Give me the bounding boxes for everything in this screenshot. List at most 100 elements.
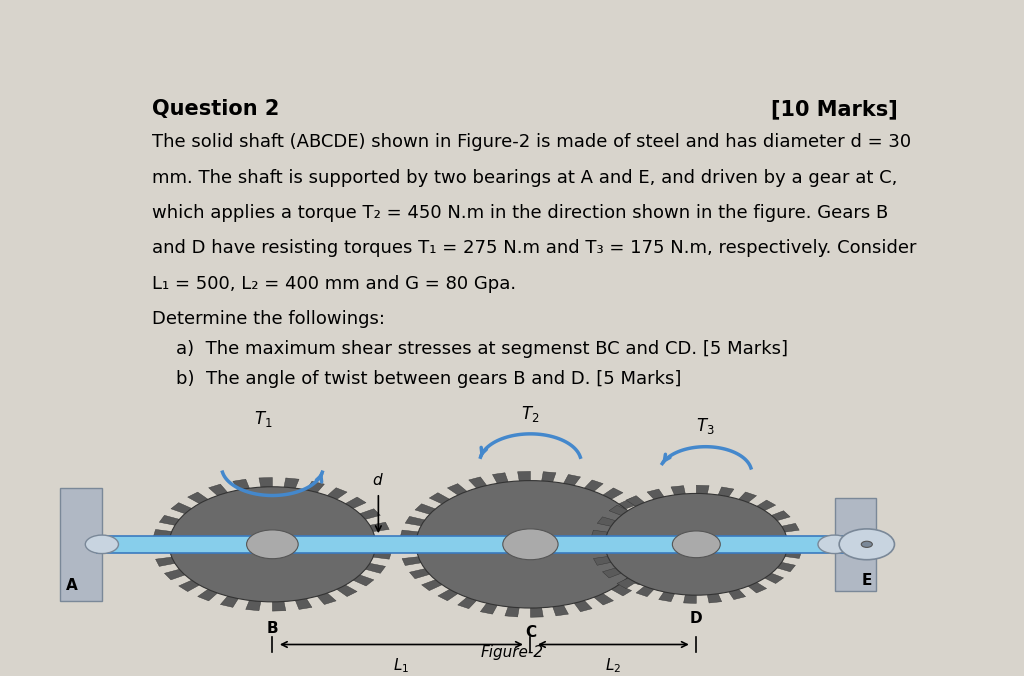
Polygon shape <box>517 471 530 481</box>
Text: Figure-2: Figure-2 <box>480 645 544 660</box>
Polygon shape <box>328 488 347 500</box>
Polygon shape <box>375 537 392 544</box>
Polygon shape <box>458 598 476 608</box>
Polygon shape <box>542 472 556 482</box>
Polygon shape <box>438 589 458 601</box>
Polygon shape <box>708 594 722 603</box>
Text: a)  The maximum shear stresses at segmenst BC and CD. [5 Marks]: a) The maximum shear stresses at segmens… <box>176 340 787 358</box>
Polygon shape <box>553 605 568 616</box>
Polygon shape <box>353 575 374 586</box>
Text: $T_3$: $T_3$ <box>696 416 715 437</box>
Text: C: C <box>525 625 536 640</box>
Polygon shape <box>179 580 200 592</box>
Polygon shape <box>345 497 366 508</box>
Polygon shape <box>636 586 654 597</box>
Bar <box>97 536 862 552</box>
Polygon shape <box>684 595 696 604</box>
Polygon shape <box>658 592 675 602</box>
Polygon shape <box>609 505 628 515</box>
Text: $L_2$: $L_2$ <box>605 656 622 675</box>
Polygon shape <box>597 517 615 527</box>
Polygon shape <box>611 585 632 596</box>
Polygon shape <box>366 563 385 573</box>
Polygon shape <box>306 481 325 493</box>
Polygon shape <box>602 568 622 578</box>
Bar <box>60 488 102 601</box>
Text: E: E <box>861 573 872 587</box>
Polygon shape <box>198 589 217 601</box>
Circle shape <box>840 529 895 560</box>
Polygon shape <box>370 523 389 531</box>
Bar <box>835 498 877 591</box>
Polygon shape <box>530 608 544 617</box>
Polygon shape <box>480 603 498 614</box>
Polygon shape <box>156 557 175 566</box>
Circle shape <box>247 530 298 558</box>
Polygon shape <box>765 573 783 583</box>
Polygon shape <box>644 537 662 544</box>
Text: The solid shaft (ABCDE) shown in Figure-2 is made of steel and has diameter d = : The solid shaft (ABCDE) shown in Figure-… <box>152 133 911 151</box>
Text: and D have resisting torques T₁ = 275 N.m and T₃ = 175 N.m, respectively. Consid: and D have resisting torques T₁ = 275 N.… <box>152 239 916 258</box>
Polygon shape <box>406 516 425 526</box>
Polygon shape <box>284 478 299 488</box>
Polygon shape <box>771 511 791 521</box>
Polygon shape <box>469 477 486 488</box>
Text: B: B <box>266 621 279 636</box>
Polygon shape <box>400 530 419 538</box>
Polygon shape <box>337 585 357 596</box>
Polygon shape <box>631 510 651 520</box>
Polygon shape <box>594 594 613 605</box>
Polygon shape <box>272 602 286 611</box>
Circle shape <box>169 487 376 602</box>
Text: $L_1$: $L_1$ <box>393 656 410 675</box>
Text: Question 2: Question 2 <box>152 99 280 120</box>
Polygon shape <box>171 503 191 514</box>
Polygon shape <box>232 479 250 490</box>
Polygon shape <box>671 485 685 495</box>
Polygon shape <box>591 544 606 552</box>
Polygon shape <box>317 593 336 604</box>
Polygon shape <box>574 600 592 612</box>
Polygon shape <box>373 551 391 559</box>
Polygon shape <box>153 544 170 552</box>
Polygon shape <box>696 485 709 494</box>
Polygon shape <box>618 498 639 509</box>
Text: L₁ = 500, L₂ = 400 mm and G = 80 Gpa.: L₁ = 500, L₂ = 400 mm and G = 80 Gpa. <box>152 274 516 293</box>
Text: mm. The shaft is supported by two bearings at A and E, and driven by a gear at C: mm. The shaft is supported by two bearin… <box>152 168 897 187</box>
Polygon shape <box>640 523 658 532</box>
Polygon shape <box>617 578 636 589</box>
Polygon shape <box>410 569 430 579</box>
Polygon shape <box>626 496 644 506</box>
Circle shape <box>503 529 558 560</box>
Polygon shape <box>786 537 803 544</box>
Circle shape <box>85 535 119 554</box>
Text: which applies a torque T₂ = 450 N.m in the direction shown in the figure. Gears : which applies a torque T₂ = 450 N.m in t… <box>152 204 888 222</box>
Polygon shape <box>642 550 660 558</box>
Text: Determine the followings:: Determine the followings: <box>152 310 385 328</box>
Text: b)  The angle of twist between gears B and D. [5 Marks]: b) The angle of twist between gears B an… <box>176 370 681 388</box>
Circle shape <box>673 531 720 558</box>
Polygon shape <box>160 515 179 525</box>
Polygon shape <box>603 488 623 500</box>
Polygon shape <box>493 473 508 483</box>
Polygon shape <box>402 557 421 566</box>
Polygon shape <box>626 575 646 585</box>
Polygon shape <box>563 475 581 485</box>
Text: [10 Marks]: [10 Marks] <box>771 99 898 120</box>
Circle shape <box>861 541 872 548</box>
Text: $d$: $d$ <box>373 472 384 488</box>
Polygon shape <box>647 489 664 500</box>
Polygon shape <box>209 484 227 496</box>
Polygon shape <box>399 544 417 552</box>
Text: $T_2$: $T_2$ <box>521 404 540 424</box>
Polygon shape <box>429 493 450 504</box>
Polygon shape <box>729 589 745 600</box>
Polygon shape <box>220 596 239 607</box>
Polygon shape <box>636 563 655 572</box>
Polygon shape <box>749 583 767 593</box>
Polygon shape <box>718 487 734 497</box>
Polygon shape <box>259 477 272 487</box>
Polygon shape <box>422 580 442 591</box>
Polygon shape <box>594 556 611 565</box>
Circle shape <box>605 493 787 595</box>
